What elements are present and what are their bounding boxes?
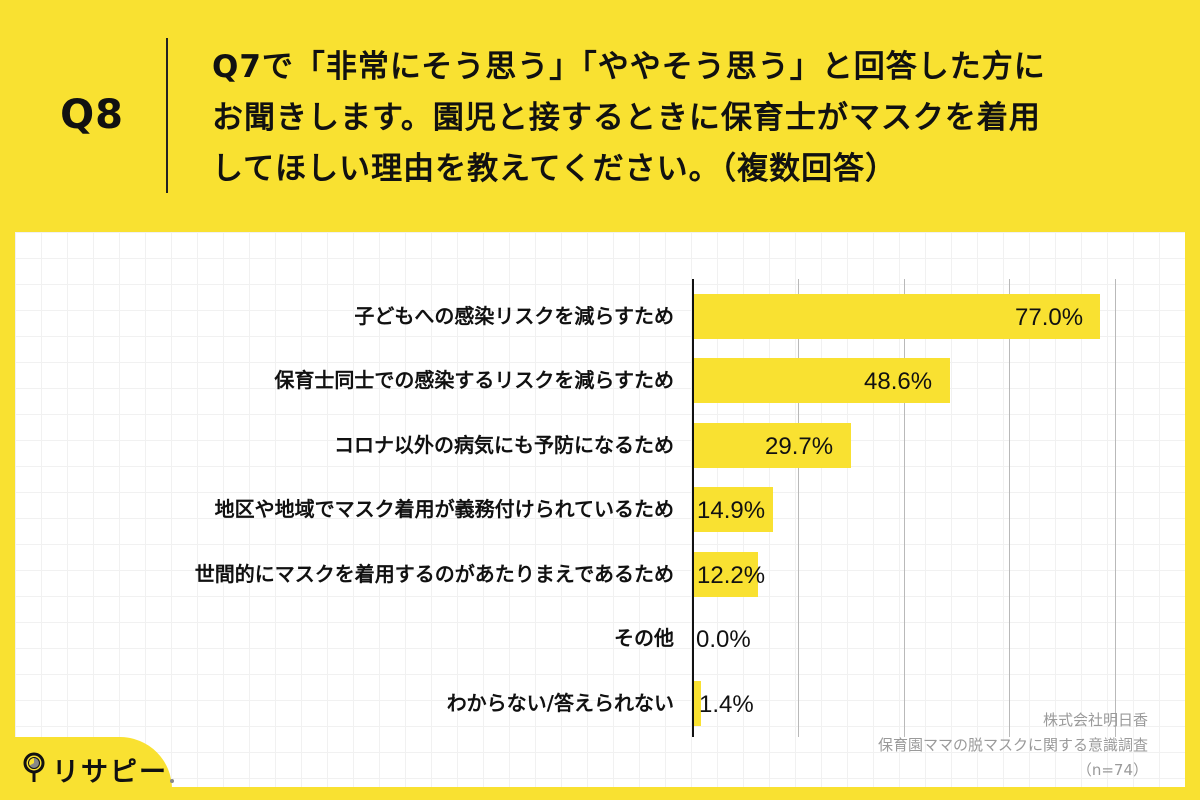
value-label: 1.4% [699, 691, 754, 718]
header-divider [166, 38, 168, 193]
logo-dot [170, 778, 174, 783]
source-company: 株式会社明日香 [1042, 711, 1148, 729]
gridline-60 [1009, 279, 1010, 737]
question-line: Q7で「非常にそう思う」「ややそう思う」と回答した方に [212, 49, 1046, 85]
source-sample: （n=74） [1076, 761, 1148, 779]
logo-text: リサピー [52, 757, 168, 788]
value-label: 14.9% [697, 497, 766, 524]
question-line: お聞きします。園児と接するときに保育士がマスクを着用 [212, 100, 1041, 136]
category-label: コロナ以外の病気にも予防になるため [334, 433, 674, 457]
category-label: その他 [614, 626, 674, 650]
value-label: 48.6% [864, 368, 933, 395]
bar [694, 423, 851, 468]
category-label: 地区や地域でマスク着用が義務付けられているため [214, 497, 674, 521]
source-survey: 保育園ママの脱マスクに関する意識調査 [877, 736, 1148, 754]
bar [694, 294, 1100, 339]
question-line: してほしい理由を教えてください。（複数回答） [212, 151, 898, 187]
category-label: 子どもへの感染リスクを減らすため [354, 304, 674, 328]
source-note: 株式会社明日香 保育園ママの脱マスクに関する意識調査 （n=74） [878, 708, 1148, 783]
value-label: 0.0% [696, 626, 751, 653]
bar [694, 487, 773, 532]
logo: リサピー [22, 750, 174, 789]
bar [694, 552, 758, 597]
bar [694, 358, 950, 403]
category-label: わからない/答えられない [446, 691, 674, 715]
gridline-80 [1115, 279, 1116, 737]
magnifier-pie-icon [22, 752, 46, 788]
value-label: 12.2% [697, 562, 766, 589]
gridline-40 [904, 279, 905, 737]
gridline-20 [798, 279, 799, 737]
question-number: Q8 [60, 92, 124, 138]
value-label: 29.7% [765, 433, 834, 460]
bar [694, 681, 701, 726]
category-label: 世間的にマスクを着用するのがあたりまえであるため [194, 562, 674, 586]
y-axis [692, 279, 694, 737]
question-text: Q7で「非常にそう思う」「ややそう思う」と回答した方に お聞きします。園児と接す… [212, 42, 1172, 195]
category-label: 保育士同士での感染するリスクを減らすため [274, 368, 674, 392]
value-label: 77.0% [1015, 304, 1084, 331]
